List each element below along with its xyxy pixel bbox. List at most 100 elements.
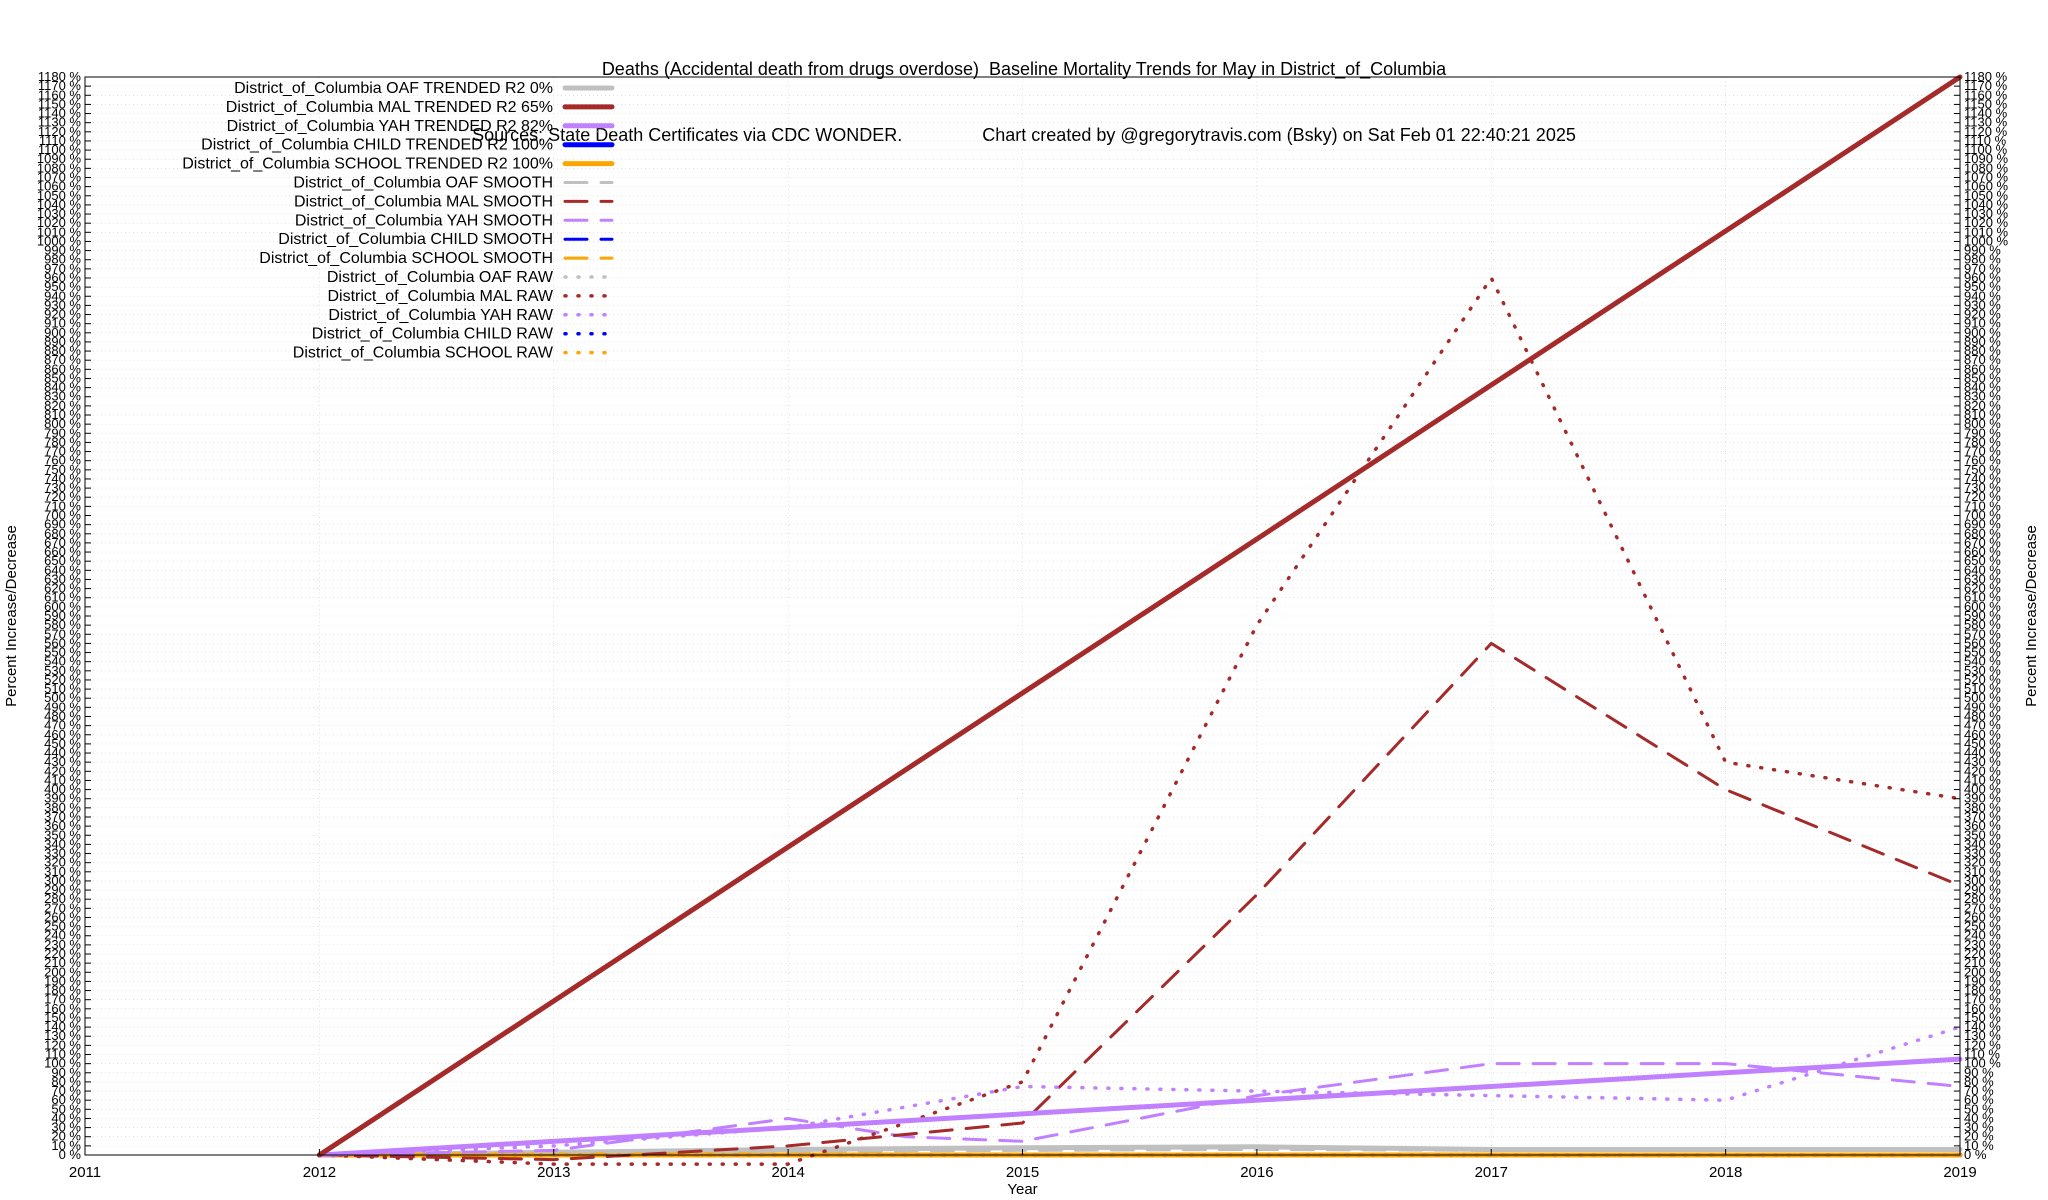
y-tick-label: 700 % <box>1964 508 2001 523</box>
y-tick-label: 600 % <box>44 599 81 614</box>
y-tick-label: 220 % <box>44 946 81 961</box>
y-tick-label: 1090 % <box>1964 151 2009 166</box>
y-tick-label: 610 % <box>44 590 81 605</box>
y-tick-label: 210 % <box>44 955 81 970</box>
y-tick-label: 260 % <box>44 909 81 924</box>
y-tick-label: 30 % <box>1964 1120 1994 1135</box>
y-tick-label: 940 % <box>1964 288 2001 303</box>
y-tick-label: 100 % <box>44 1056 81 1071</box>
y-tick-label: 1100 % <box>1964 142 2008 157</box>
y-tick-label: 820 % <box>1964 398 2001 413</box>
y-tick-label: 750 % <box>1964 462 2001 477</box>
y-tick-label: 810 % <box>1964 407 2001 422</box>
y-tick-label: 680 % <box>1964 526 2001 541</box>
y-tick-label: 1030 % <box>37 206 82 221</box>
y-tick-label: 230 % <box>44 937 81 952</box>
y-tick-label: 670 % <box>44 535 81 550</box>
y-tick-label: 870 % <box>44 352 81 367</box>
legend-label: District_of_Columbia OAF RAW <box>327 269 554 286</box>
y-tick-label: 200 % <box>1964 964 2001 979</box>
legend-label: District_of_Columbia CHILD RAW <box>312 326 554 343</box>
y-tick-label: 10 % <box>1964 1138 1994 1153</box>
y-tick-label: 40 % <box>51 1110 81 1125</box>
y-tick-label: 710 % <box>44 498 81 513</box>
legend-label: District_of_Columbia SCHOOL RAW <box>293 345 554 362</box>
y-tick-label: 880 % <box>1964 343 2001 358</box>
y-tick-label: 430 % <box>44 754 81 769</box>
y-tick-label: 280 % <box>44 891 81 906</box>
y-axis-label-left: Percent Increase/Decrease <box>3 525 20 707</box>
y-tick-label: 840 % <box>44 380 81 395</box>
y-tick-label: 230 % <box>1964 937 2001 952</box>
y-tick-label: 580 % <box>44 617 81 632</box>
y-tick-label: 80 % <box>1964 1074 1994 1089</box>
y-tick-label: 640 % <box>1964 562 2001 577</box>
y-tick-label: 530 % <box>1964 663 2001 678</box>
x-tick-label: 2016 <box>1240 1164 1273 1181</box>
y-tick-label: 110 % <box>45 1047 81 1062</box>
y-tick-label: 990 % <box>44 243 81 258</box>
series-line-12: District_of_Columbia MAL RAW <box>317 276 1962 1166</box>
y-tick-label: 1020 % <box>37 215 82 230</box>
y-tick-label: 590 % <box>1964 608 2001 623</box>
y-tick-label: 770 % <box>44 444 81 459</box>
legend-label: District_of_Columbia CHILD SMOOTH <box>278 231 553 248</box>
grid-lines <box>85 77 1960 1155</box>
y-tick-label: 250 % <box>1964 919 2001 934</box>
y-tick-label: 250 % <box>44 919 81 934</box>
y-tick-label: 20 % <box>1964 1129 1994 1144</box>
x-tick-label: 2013 <box>537 1164 570 1181</box>
y-tick-label: 730 % <box>44 480 81 495</box>
y-tick-label: 190 % <box>1964 973 2001 988</box>
y-tick-label: 1070 % <box>1964 169 2009 184</box>
y-tick-label: 770 % <box>1964 444 2001 459</box>
y-tick-label: 400 % <box>44 782 81 797</box>
y-tick-label: 540 % <box>1964 654 2001 669</box>
y-tick-label: 60 % <box>1964 1092 1994 1107</box>
y-tick-label: 1040 % <box>37 197 82 212</box>
y-tick-label: 370 % <box>1964 809 2001 824</box>
y-tick-label: 290 % <box>1964 882 2001 897</box>
y-tick-label: 120 % <box>44 1037 81 1052</box>
y-tick-label: 240 % <box>1964 928 2001 943</box>
y-tick-label: 1000 % <box>37 233 82 248</box>
y-tick-label: 60 % <box>51 1092 81 1107</box>
y-tick-label: 800 % <box>1964 416 2001 431</box>
y-tick-label: 1040 % <box>1964 197 2009 212</box>
y-tick-label: 140 % <box>44 1019 81 1034</box>
y-tick-label: 310 % <box>44 864 81 879</box>
y-tick-label: 500 % <box>1964 690 2001 705</box>
y-tick-label: 630 % <box>1964 571 2001 586</box>
y-tick-label: 950 % <box>44 279 81 294</box>
y-tick-label: 1070 % <box>37 169 82 184</box>
y-tick-label: 580 % <box>1964 617 2001 632</box>
y-tick-label: 170 % <box>44 992 81 1007</box>
y-tick-label: 650 % <box>44 553 81 568</box>
y-tick-label: 1120 % <box>1964 124 2008 139</box>
y-tick-label: 850 % <box>44 370 81 385</box>
y-tick-label: 440 % <box>1964 745 2001 760</box>
y-tick-label: 220 % <box>1964 946 2001 961</box>
y-tick-label: 340 % <box>1964 836 2001 851</box>
y-tick-label: 830 % <box>44 389 81 404</box>
y-tick-label: 860 % <box>44 361 81 376</box>
x-tick-label: 2012 <box>303 1164 336 1181</box>
y-tick-label: 970 % <box>44 261 81 276</box>
y-tick-label: 300 % <box>1964 873 2001 888</box>
y-tick-label: 320 % <box>1964 855 2001 870</box>
legend-label: District_of_Columbia YAH TRENDED R2 82% <box>227 118 553 135</box>
y-tick-label: 930 % <box>1964 297 2001 312</box>
y-tick-label: 560 % <box>1964 635 2001 650</box>
y-tick-label: 870 % <box>1964 352 2001 367</box>
y-tick-label: 0 % <box>1964 1147 1987 1162</box>
y-tick-label: 1010 % <box>1964 224 2009 239</box>
y-tick-label: 70 % <box>51 1083 81 1098</box>
y-tick-label: 900 % <box>44 325 81 340</box>
y-tick-label: 1140 % <box>38 106 82 121</box>
y-tick-label: 720 % <box>44 489 81 504</box>
legend-label: District_of_Columbia SCHOOL TRENDED R2 1… <box>182 156 553 173</box>
x-axis-label: Year <box>1007 1181 1037 1198</box>
y-tick-label: 30 % <box>51 1120 81 1135</box>
y-tick-label: 640 % <box>44 562 81 577</box>
